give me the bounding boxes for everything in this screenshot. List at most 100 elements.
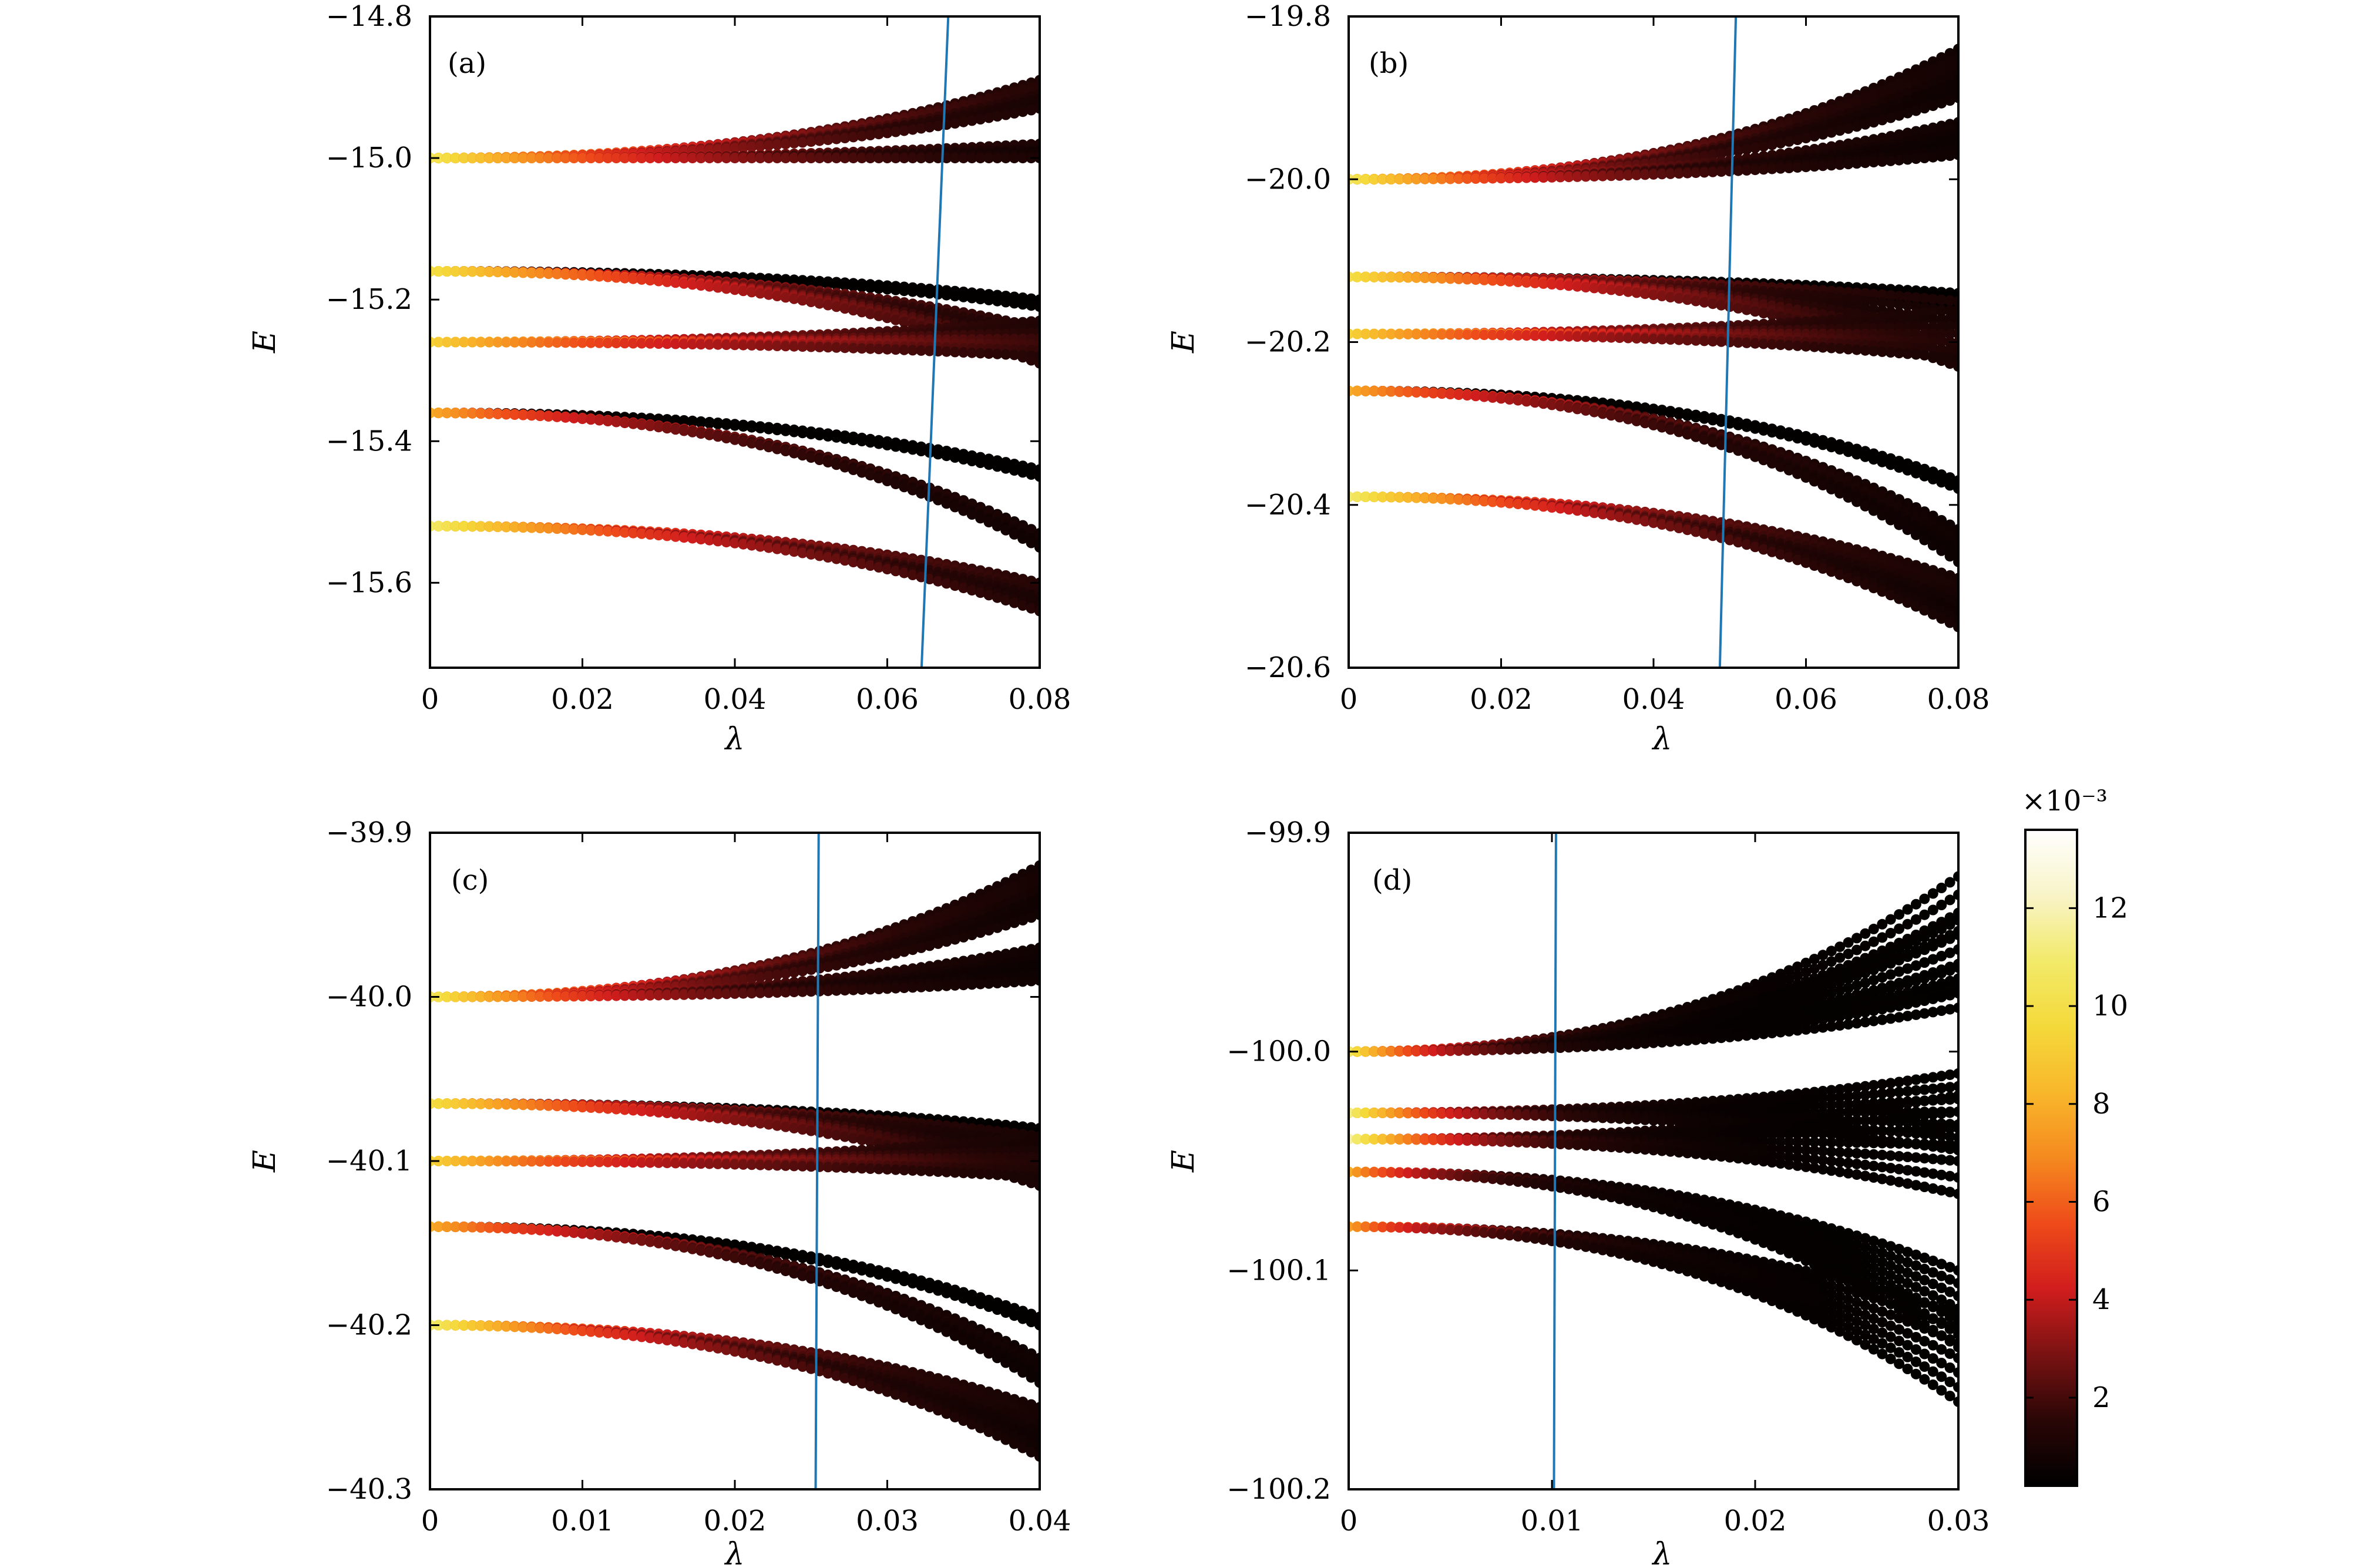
panel-a-point [450,153,461,164]
panel-a-point [500,521,512,533]
panel-a-point [975,153,986,164]
panel-a-point [628,338,639,349]
panel-a-point [822,153,834,164]
panel-a-point [500,267,512,278]
panel-a-point [475,521,486,532]
panel-a-point [661,153,673,164]
panel-a-point [619,338,630,349]
panel-a-point [644,420,656,432]
panel-a-point [661,338,673,349]
panel-a-point [763,423,774,435]
panel-a-point [848,465,859,475]
panel-a-point [831,153,842,164]
panel-a-point [839,433,851,444]
panel-a-point [543,268,554,279]
panel-a-point [670,277,681,288]
panel-a-point [924,153,935,164]
panel-a-point [611,338,622,349]
panel-a-point [730,339,740,351]
panel-a-point [780,446,791,456]
panel-a-point [483,266,495,277]
panel-a-point [933,153,943,164]
panel-a-point [721,339,732,350]
panel-a-point [594,271,605,282]
panel-a-point [890,479,901,490]
panel-a-point [467,266,478,277]
panel-a-point [916,488,927,499]
panel-a-data-points [430,75,1040,617]
panel-a-point [839,342,851,354]
panel-a-point [475,266,486,277]
panel-a-point [958,153,969,164]
panel-a-point [433,266,444,277]
panel-a-point [788,426,799,438]
panel-a-point [713,282,724,293]
panel-a-point [899,482,910,493]
panel-a-point [746,153,757,164]
panel-a-point [814,135,825,146]
panel-a-point [1017,533,1029,544]
panel-a-point [772,153,783,164]
panel-a-point [738,436,749,447]
panel-a-point [839,153,851,164]
panel-a-point [1009,153,1020,164]
panel-a-point [975,457,986,468]
panel-a-point [704,429,715,440]
panel-a-point [890,344,901,355]
panel-a-point [441,337,452,348]
panel-a-point [713,153,724,164]
panel-a-point [594,415,605,426]
panel-a-point [788,137,799,149]
panel-a-point [848,305,859,316]
panel-a-point [695,280,707,291]
panel-b: (b) 0 0.02 0.04 0.06 0.08 −19.8−20.0−20.2−20… [1166,0,1990,757]
panel-a-point [619,272,630,284]
panel-a-point [814,298,825,309]
panel-a-point [585,270,596,281]
panel-a-point [839,280,851,291]
panel-a-point [713,431,724,442]
panel-a-point [856,467,868,478]
panel-a-point [661,276,673,287]
panel-a-point [805,153,816,164]
panel-a-point [569,412,580,423]
panel-a-point [535,268,546,279]
panel-a-point [695,417,707,428]
panel-a-point [1034,351,1040,362]
panel-a-point [949,346,960,358]
panel-a-point [594,337,605,348]
panel-a-x-tick-label: 0.06 [856,683,919,716]
panel-a-point [763,289,774,300]
panel-a-point [788,341,799,352]
panel-a-point [822,342,834,353]
panel-a-point [1000,463,1012,474]
panel-a-point [763,140,774,151]
panel-a-point [713,339,724,350]
panel-a-point [644,153,656,164]
panel-a-point [509,267,520,278]
panel-a-point [1000,109,1012,120]
panel-a-point [755,439,766,450]
panel-a-point [1017,350,1029,361]
panel-a-point [746,438,757,449]
panel-a-point [949,502,960,513]
panel-a-point [670,338,681,349]
panel-a-point [797,153,808,164]
panel-a-point [788,447,799,459]
panel-a-point [992,348,1003,359]
panel-a-point [1009,349,1020,361]
panel-a-point [983,153,994,164]
panel-a-point [814,429,825,440]
panel-a-point [644,275,656,286]
panel-a-point [543,337,554,348]
panel-a-y-tick-label: −15.4 [326,425,412,457]
panel-a-y-ticks: −14.8−15.0−15.2−15.4−15.6 [326,0,1040,599]
panel-a-point [433,337,444,348]
panel-a-point [560,412,571,423]
panel-a-point [755,288,766,299]
panel-a-point [856,343,868,354]
panel-a-point [730,153,740,164]
panel-a-point [865,282,876,293]
panel-a-point [907,286,918,297]
panel-a-point [899,285,910,297]
